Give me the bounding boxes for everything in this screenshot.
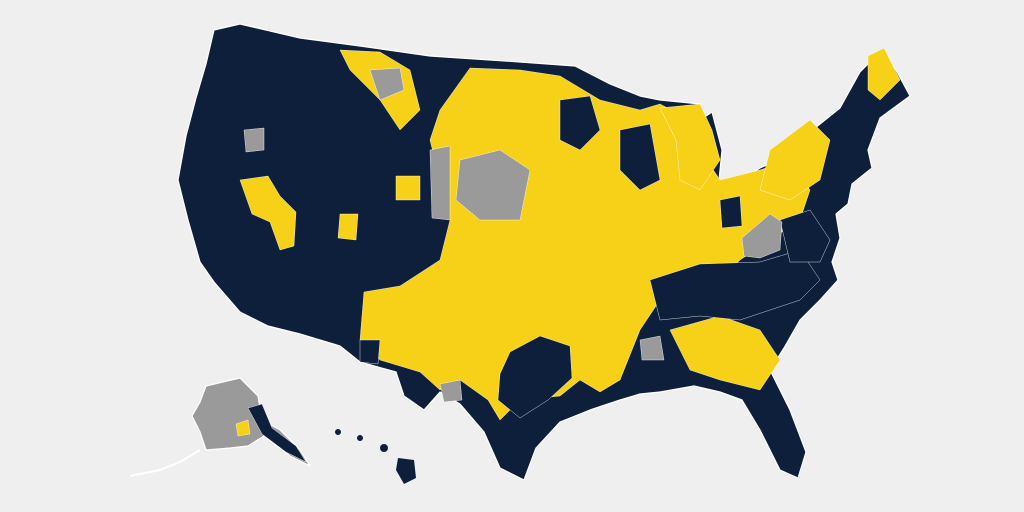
yellow-region-utah xyxy=(337,213,359,241)
gray-region-west-virginia xyxy=(741,213,783,259)
yellow-region-northeast xyxy=(759,119,831,201)
alaska-aleutians xyxy=(129,449,201,477)
hawaii xyxy=(335,429,416,484)
yellow-region-maine xyxy=(867,47,901,101)
hawaii-island-kauai xyxy=(335,429,341,435)
dark-region-appalachia xyxy=(649,249,821,321)
yellow-region-nevada xyxy=(239,175,297,251)
dark-region-minnesota xyxy=(559,95,601,151)
alaska-yellow-region xyxy=(235,419,251,437)
dark-region-wisconsin xyxy=(619,123,661,191)
gray-region-nebraska xyxy=(429,145,451,221)
alaska-dark-region xyxy=(247,403,307,463)
hawaii-island-oahu xyxy=(357,435,363,441)
dark-region-new-mexico xyxy=(359,339,381,365)
gray-region-oregon xyxy=(243,127,265,153)
gray-region-texas-west xyxy=(439,379,463,403)
gray-region-montana xyxy=(369,67,405,101)
gray-region-dakotas xyxy=(455,149,531,221)
dark-region-central-texas xyxy=(497,335,573,419)
dark-region-ohio xyxy=(719,195,743,229)
hawaii-island-big xyxy=(396,458,416,484)
yellow-region-wyoming xyxy=(395,175,421,201)
yellow-region-michigan xyxy=(659,103,721,191)
hawaii-island-maui xyxy=(380,444,388,452)
gray-region-mississippi xyxy=(639,335,665,361)
dark-region-virginia xyxy=(779,209,831,263)
